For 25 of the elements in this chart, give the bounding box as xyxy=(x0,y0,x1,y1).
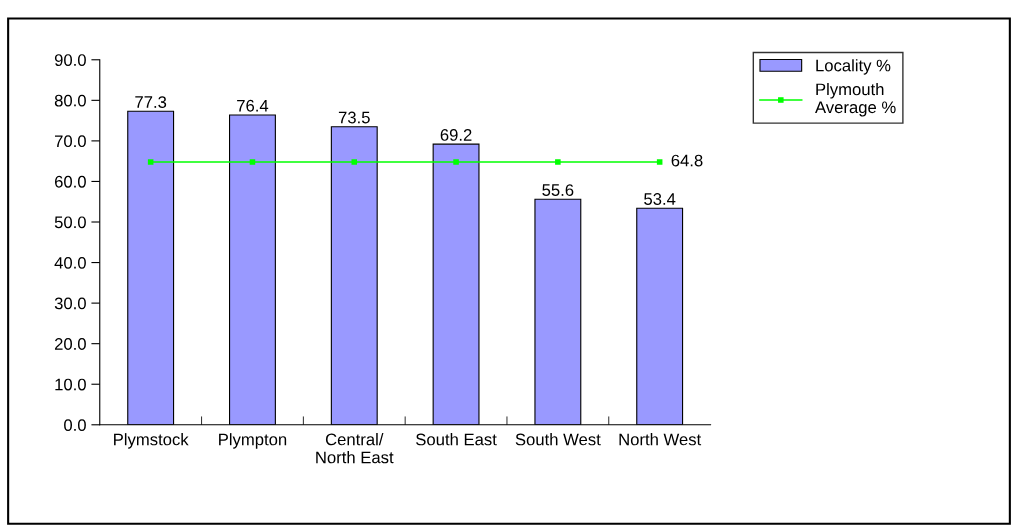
data-label: 55.6 xyxy=(542,184,574,196)
y-tick-label: 90.0 xyxy=(54,54,86,66)
data-label: 77.3 xyxy=(135,96,167,108)
y-tick-label: 40.0 xyxy=(54,256,86,269)
x-tick-label: South East xyxy=(416,433,497,446)
x-tick-label: South West xyxy=(515,433,601,446)
legend-label: Locality % xyxy=(816,59,891,75)
data-label: 64.8 xyxy=(671,154,703,167)
y-tick-label: 0.0 xyxy=(64,419,86,431)
y-tick-label: 10.0 xyxy=(55,378,86,391)
x-tick-label: Plympton xyxy=(219,433,287,449)
data-label: 53.4 xyxy=(644,193,676,205)
data-label: 73.5 xyxy=(338,111,370,124)
data-label: 76.4 xyxy=(237,99,269,112)
legend-label: Plymouth Average % xyxy=(815,83,896,117)
x-tick-label: North West xyxy=(619,433,702,446)
y-tick-label: 20.0 xyxy=(54,338,86,350)
data-label: 69.2 xyxy=(440,129,472,141)
y-tick-label: 30.0 xyxy=(54,297,86,310)
x-tick-label: Plymstock xyxy=(114,433,189,449)
y-tick-label: 80.0 xyxy=(54,94,86,107)
x-tick-label: Central/ North East xyxy=(316,433,394,464)
y-tick-label: 70.0 xyxy=(54,135,86,148)
y-tick-label: 50.0 xyxy=(54,216,86,229)
y-tick-label: 60.0 xyxy=(54,175,86,188)
